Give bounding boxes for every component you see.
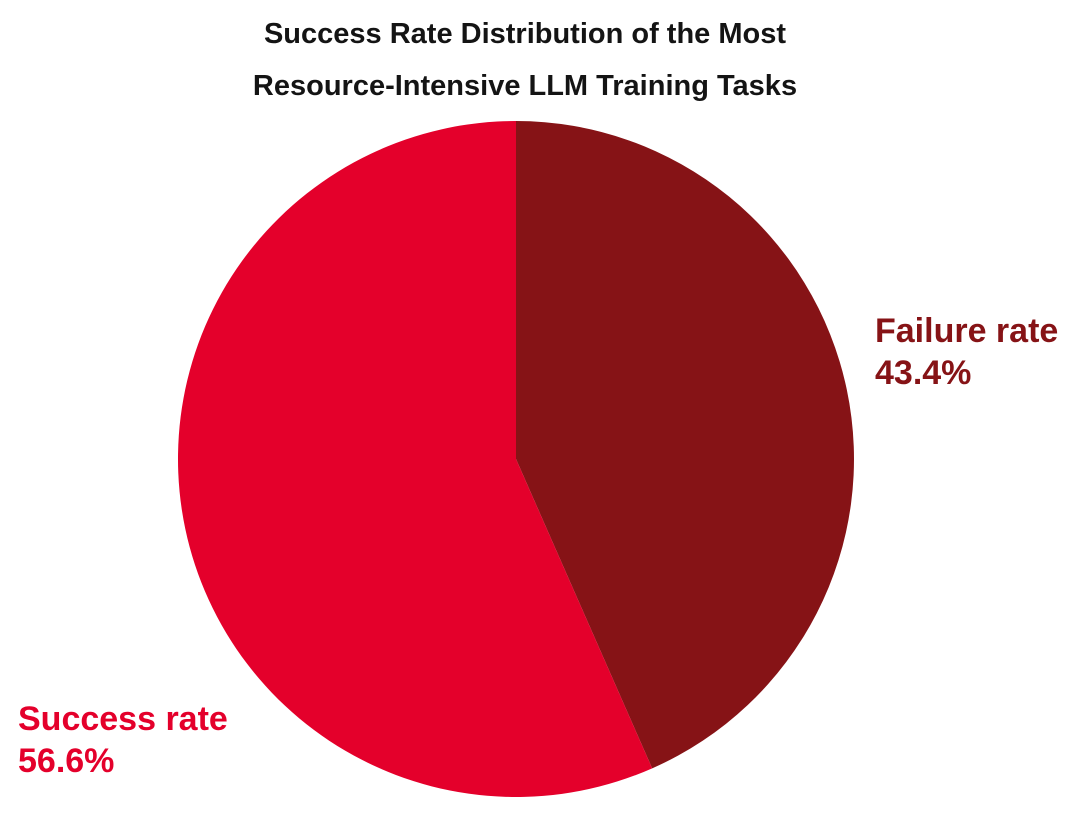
success-rate-label-value: 56.6%: [18, 742, 115, 780]
success-rate-slice: [177, 120, 653, 797]
chart-title-line-2: Resource-Intensive LLM Training Tasks: [252, 70, 798, 102]
chart-title: Success Rate Distribution of the Most Re…: [0, 8, 1050, 112]
failure-rate-label-name: Failure rate: [875, 312, 1059, 350]
success-rate-label-name: Success rate: [18, 700, 228, 738]
success-rate-label: Success rate 56.6%: [18, 698, 228, 782]
chart-title-line-1: Success Rate Distribution of the Most: [263, 18, 787, 50]
failure-rate-label-value: 43.4%: [875, 354, 972, 392]
failure-rate-label: Failure rate 43.4%: [875, 310, 1058, 394]
failure-rate-slice: [516, 121, 854, 769]
